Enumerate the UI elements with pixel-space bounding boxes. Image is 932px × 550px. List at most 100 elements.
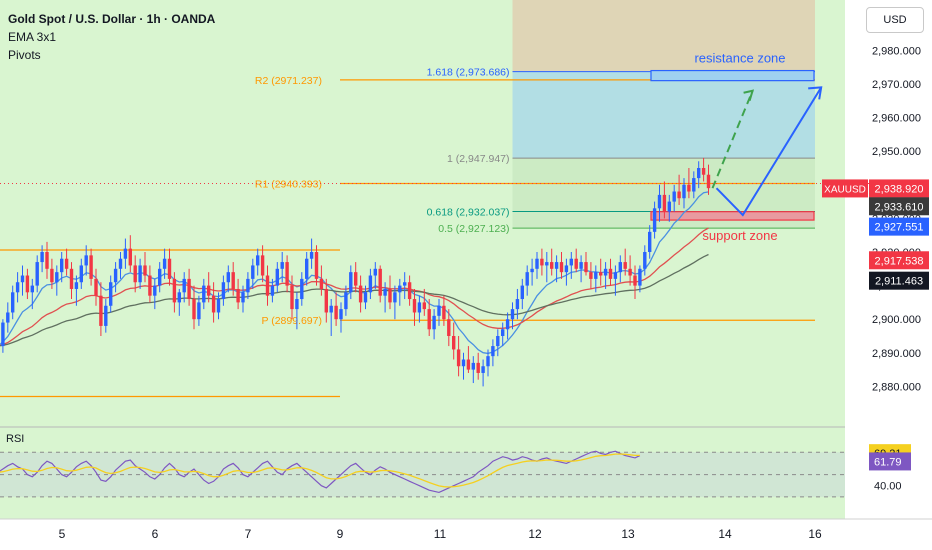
candle-down bbox=[584, 262, 588, 273]
resistance-zone-label: resistance zone bbox=[694, 51, 785, 66]
candle-up bbox=[60, 258, 64, 273]
fib-level-label: 1 (2,947.947) bbox=[447, 153, 509, 165]
candle-down bbox=[456, 349, 461, 367]
candle-down bbox=[687, 184, 691, 192]
candle-up bbox=[368, 275, 373, 293]
price-tag-value: 2,938.920 bbox=[875, 183, 924, 195]
candle-down bbox=[265, 275, 270, 296]
candle-up bbox=[113, 268, 118, 283]
fib-level-label: 0.618 (2,932.037) bbox=[427, 207, 510, 219]
candle-down bbox=[550, 262, 554, 269]
y-tick-label: 2,880.000 bbox=[872, 381, 921, 393]
candle-down bbox=[354, 272, 358, 286]
candle-up bbox=[197, 302, 201, 320]
fib-level-label: 1.618 (2,973.686) bbox=[427, 67, 510, 79]
projection-arrow-head bbox=[808, 86, 823, 100]
candle-up bbox=[667, 201, 671, 212]
support-zone-label: support zone bbox=[702, 228, 777, 243]
candle-down bbox=[589, 272, 593, 279]
candle-down bbox=[407, 282, 412, 300]
candle-up bbox=[393, 292, 397, 303]
candle-up bbox=[525, 272, 529, 286]
candle-up bbox=[30, 285, 34, 293]
candle-up bbox=[55, 272, 59, 283]
price-tag bbox=[869, 251, 929, 270]
candle-up bbox=[648, 231, 652, 252]
candle-up bbox=[520, 285, 524, 300]
candle-down bbox=[422, 302, 426, 310]
x-tick-label: 12 bbox=[528, 527, 542, 541]
candle-down bbox=[447, 319, 451, 336]
candle-up bbox=[496, 336, 500, 347]
candle-down bbox=[207, 285, 211, 296]
candle-down bbox=[45, 252, 49, 269]
price-tag bbox=[869, 197, 929, 216]
rsi-label: RSI bbox=[6, 433, 24, 445]
rsi-value-label: 61.79 bbox=[874, 456, 902, 468]
candle-up bbox=[481, 366, 485, 373]
candle-up bbox=[123, 248, 128, 259]
candle-down bbox=[64, 258, 69, 269]
candle-up bbox=[569, 258, 573, 266]
candle-up bbox=[162, 258, 167, 269]
candle-up bbox=[182, 278, 186, 293]
price-tag bbox=[869, 179, 929, 198]
candle-up bbox=[403, 282, 407, 286]
candle-up bbox=[545, 262, 549, 266]
candle-up bbox=[613, 272, 618, 279]
candle-down bbox=[192, 299, 196, 320]
candle-up bbox=[697, 168, 701, 179]
candle-down bbox=[50, 268, 54, 283]
candle-up bbox=[437, 305, 441, 316]
candle-up bbox=[383, 288, 387, 296]
candle-down bbox=[628, 268, 632, 276]
candle-down bbox=[358, 285, 363, 303]
candle-down bbox=[285, 262, 289, 286]
candle-down bbox=[412, 299, 417, 313]
candle-up bbox=[682, 184, 686, 199]
candle-down bbox=[623, 262, 627, 269]
fib-zone-upper bbox=[512, 71, 815, 159]
candle-down bbox=[599, 272, 603, 276]
price-tag bbox=[869, 271, 929, 290]
candle-up bbox=[603, 268, 608, 276]
candle-down bbox=[236, 288, 240, 303]
candle-up bbox=[339, 309, 343, 320]
candle-up bbox=[300, 278, 304, 300]
candle-up bbox=[373, 268, 377, 276]
candle-up bbox=[202, 285, 206, 303]
candle-up bbox=[349, 272, 353, 293]
candle-up bbox=[501, 329, 505, 336]
candle-down bbox=[334, 305, 338, 320]
ema-line bbox=[0, 253, 709, 347]
candle-up bbox=[79, 265, 83, 283]
candle-up bbox=[486, 356, 490, 367]
symbol-tag bbox=[822, 179, 868, 198]
candle-up bbox=[1, 322, 5, 347]
fib-zone-top bbox=[512, 0, 815, 72]
pivot-label: R2 (2971.237) bbox=[255, 75, 322, 87]
x-tick-label: 7 bbox=[245, 527, 252, 541]
candle-down bbox=[701, 168, 706, 175]
candle-down bbox=[452, 336, 456, 350]
candle-up bbox=[564, 265, 569, 273]
projection-arrow bbox=[715, 86, 823, 217]
candle-up bbox=[158, 268, 162, 286]
candle-up bbox=[118, 258, 123, 269]
y-tick-label: 2,960.000 bbox=[872, 113, 921, 125]
candle-up bbox=[491, 346, 495, 357]
candle-up bbox=[329, 305, 333, 313]
candle-up bbox=[417, 302, 422, 313]
candle-up bbox=[618, 262, 622, 273]
x-tick-label: 11 bbox=[434, 527, 447, 541]
currency-button[interactable]: USD bbox=[866, 7, 924, 33]
price-tag-value: 2,917.538 bbox=[875, 255, 924, 267]
candle-up bbox=[305, 258, 309, 279]
price-tag-value: 2,911.463 bbox=[875, 276, 923, 288]
candle-up bbox=[6, 312, 10, 323]
candle-up bbox=[216, 299, 221, 313]
indicator-label: EMA 3x1 bbox=[8, 30, 57, 44]
rsi-band bbox=[0, 452, 845, 497]
candle-down bbox=[128, 248, 132, 266]
